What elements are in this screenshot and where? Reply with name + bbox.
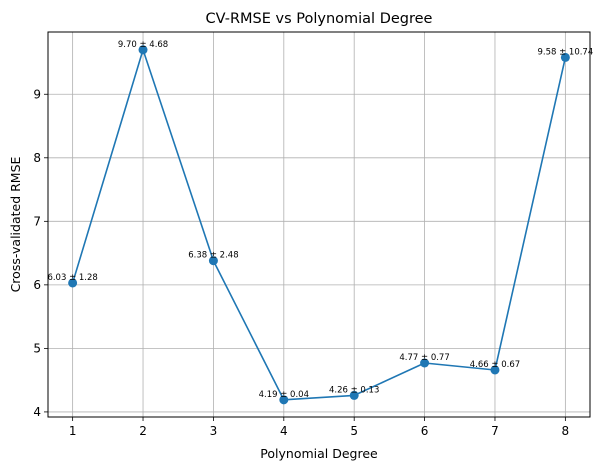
y-tick-label: 4 xyxy=(33,405,41,419)
x-tick-label: 3 xyxy=(210,424,218,438)
series-line xyxy=(71,48,567,401)
chart-title: CV-RMSE vs Polynomial Degree xyxy=(206,11,433,27)
data-label: 6.03 ± 1.28 xyxy=(47,273,97,283)
x-tick-label: 7 xyxy=(491,424,499,438)
plot-frame xyxy=(47,31,591,418)
x-tick-label: 1 xyxy=(69,424,77,438)
label-layer: 6.03 ± 1.28 9.70 ± 4.68 6.38 ± 2.48 4.19 ± … xyxy=(47,40,593,400)
y-tick-label: 9 xyxy=(33,88,41,102)
data-label: 9.70 ± 4.68 xyxy=(118,40,168,50)
x-tick-label: 2 xyxy=(139,424,147,438)
data-label: 4.19 ± 0.04 xyxy=(259,390,309,400)
data-label: 4.77 ± 0.77 xyxy=(399,353,449,363)
data-point xyxy=(490,365,500,375)
y-axis-label: Cross-validated RMSE xyxy=(8,156,23,292)
x-tick-label: 6 xyxy=(421,424,429,438)
data-label: 6.38 ± 2.48 xyxy=(188,251,238,261)
x-tick-label: 5 xyxy=(350,424,358,438)
y-tick-label: 7 xyxy=(33,215,41,229)
grid-layer xyxy=(48,32,590,417)
x-tick-label: 8 xyxy=(562,424,570,438)
y-tick-label: 6 xyxy=(33,278,41,292)
data-point xyxy=(138,45,148,55)
data-point xyxy=(279,395,289,405)
series-layer xyxy=(68,45,570,405)
y-tick-label: 8 xyxy=(33,151,41,165)
data-label: 4.66 ± 0.67 xyxy=(470,360,520,370)
data-label: 4.26 ± 0.13 xyxy=(329,385,379,395)
data-point xyxy=(68,278,78,288)
data-point xyxy=(208,256,218,266)
x-tick-label: 4 xyxy=(280,424,288,438)
data-point xyxy=(420,358,430,368)
data-label: 9.58 ± 10.74 xyxy=(537,47,593,57)
data-point xyxy=(349,390,359,400)
tick-layer: 1 2 3 4 5 6 7 8 4 5 6 7 8 9 xyxy=(33,88,569,438)
x-axis-label: Polynomial Degree xyxy=(260,446,378,461)
y-tick-label: 5 xyxy=(33,342,41,356)
data-point xyxy=(560,52,570,62)
